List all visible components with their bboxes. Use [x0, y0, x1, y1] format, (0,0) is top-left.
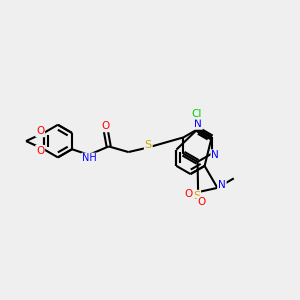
Text: O: O: [36, 146, 44, 156]
Text: O: O: [101, 122, 110, 131]
Text: NH: NH: [82, 153, 97, 164]
Text: O: O: [184, 189, 193, 199]
Text: S: S: [145, 140, 152, 150]
Text: O: O: [36, 127, 44, 136]
Text: N: N: [218, 180, 226, 190]
Text: S: S: [193, 191, 200, 201]
Text: N: N: [194, 119, 202, 129]
Text: Cl: Cl: [192, 109, 202, 119]
Text: O: O: [198, 196, 206, 207]
Text: N: N: [212, 150, 219, 160]
